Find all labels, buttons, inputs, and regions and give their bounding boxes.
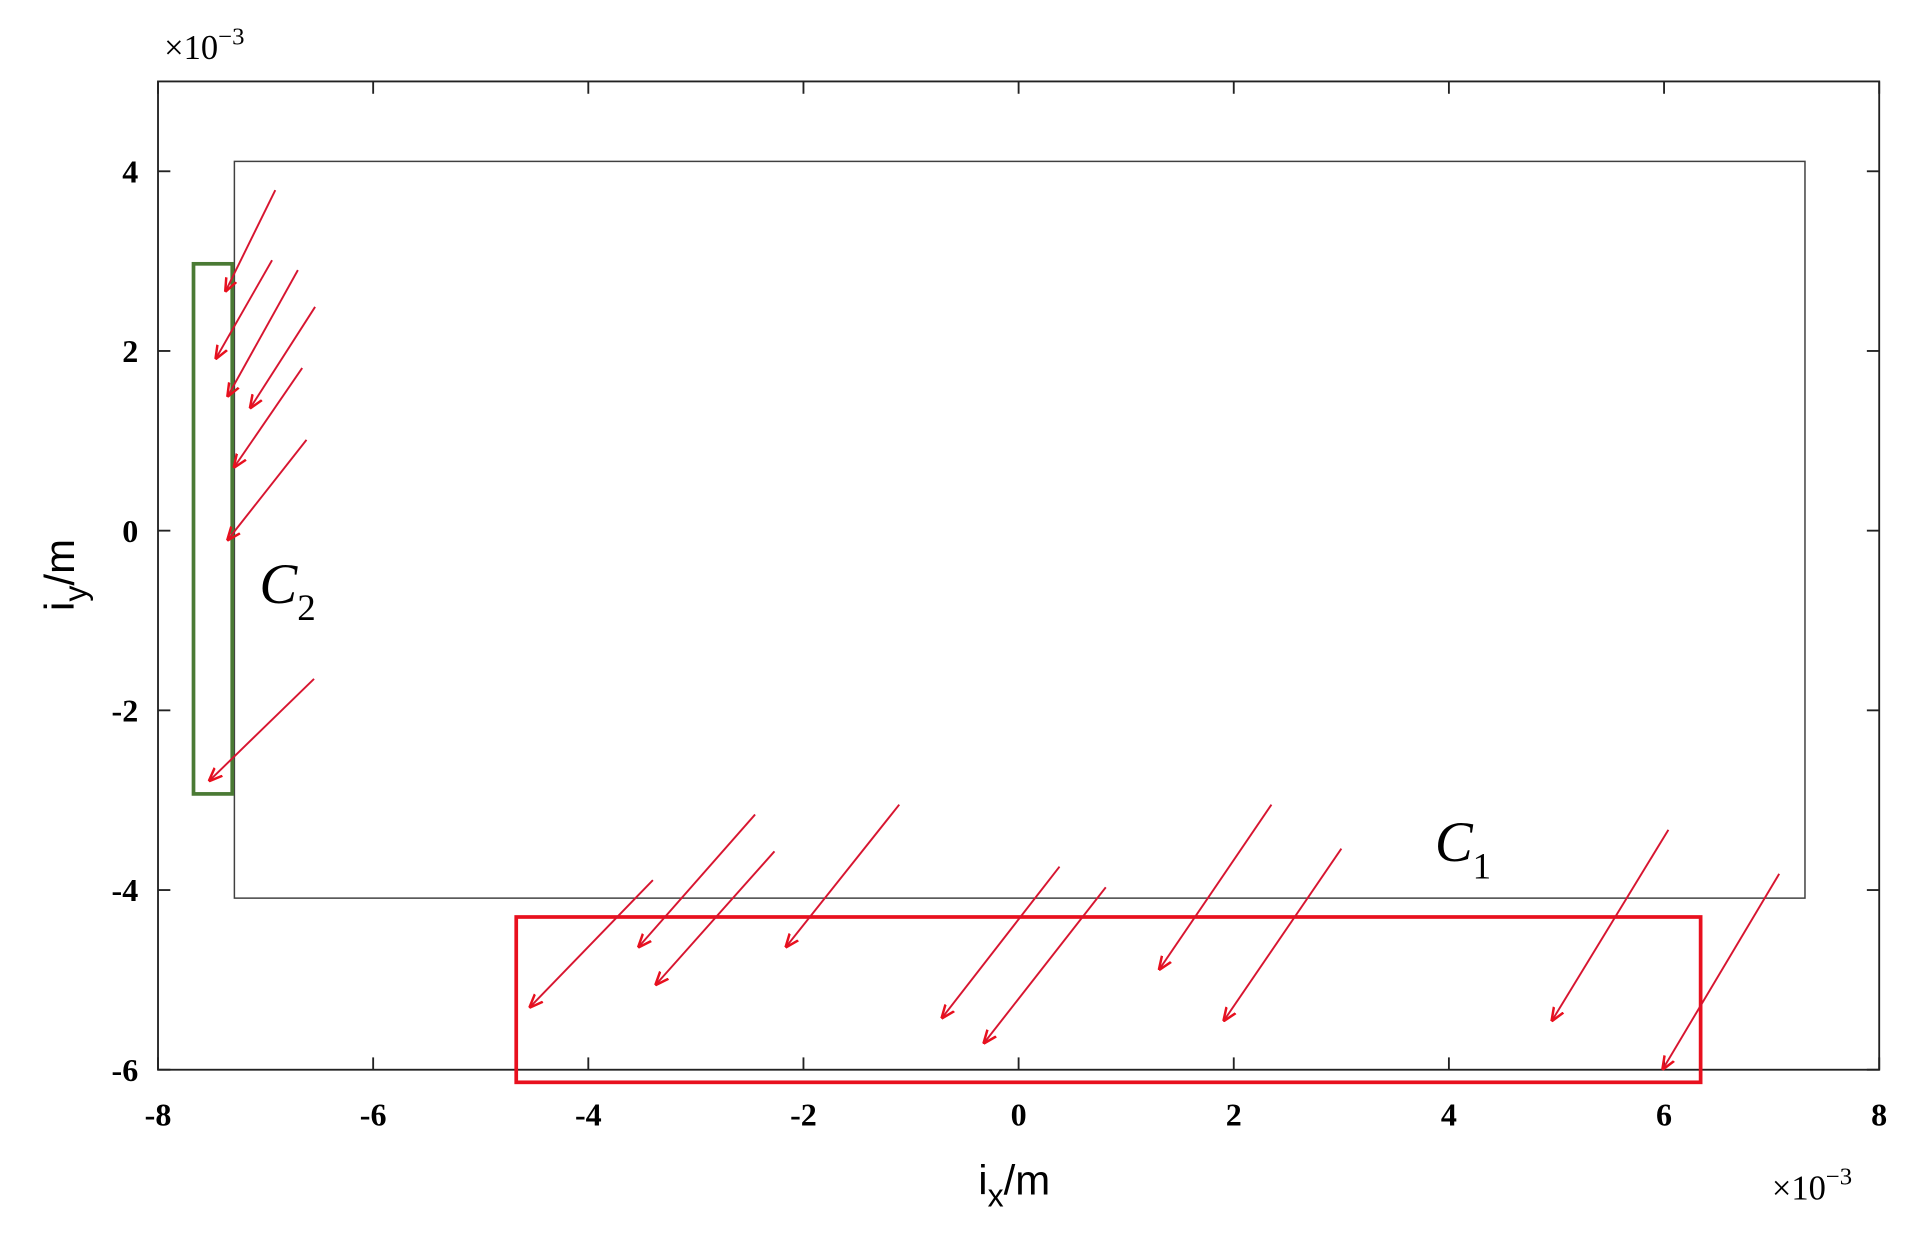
x-tick-label: 2 — [1226, 1096, 1242, 1132]
y-axis-label-sub: y — [57, 586, 93, 602]
region-box — [191, 261, 235, 796]
region-label: C2 — [259, 553, 315, 629]
y-axis-label-suffix: /m — [36, 539, 83, 586]
region-label-main: C — [259, 553, 298, 616]
y-tick-label: 0 — [122, 513, 138, 549]
arrow — [639, 813, 756, 947]
y-scale-label-base: ×10 — [164, 29, 218, 67]
x-tick-label: 0 — [1011, 1096, 1027, 1132]
arrow — [1224, 848, 1343, 1021]
x-scale-label-base: ×10 — [1772, 1169, 1826, 1207]
region-label-sub: 1 — [1473, 846, 1491, 887]
arrow — [1552, 829, 1670, 1020]
arrow — [228, 269, 299, 396]
arrow — [1663, 873, 1781, 1069]
x-tick-label: 8 — [1871, 1096, 1887, 1132]
arrow — [786, 804, 900, 947]
arrow — [234, 367, 303, 467]
arrow — [656, 850, 776, 984]
x-axis-label: ix/m — [978, 1156, 1050, 1213]
x-tick-label: -2 — [790, 1096, 817, 1132]
region-label: C1 — [1435, 811, 1491, 887]
y-tick-label: 2 — [122, 333, 138, 369]
y-scale-label-exp: −3 — [218, 23, 244, 50]
x-tick-label: 4 — [1441, 1096, 1457, 1132]
arrow — [1160, 804, 1273, 969]
y-axis-label: iy/m — [36, 539, 93, 611]
x-axis-label-sub: x — [988, 1178, 1004, 1214]
arrow — [984, 886, 1107, 1042]
y-tick-label: -2 — [112, 692, 139, 728]
arrow — [226, 189, 277, 291]
arrow — [530, 879, 654, 1007]
x-tick-label: -8 — [145, 1096, 172, 1132]
arrow — [216, 259, 273, 358]
y-tick-label: 4 — [122, 153, 138, 189]
y-tick-label: -4 — [112, 872, 139, 908]
x-axis-label-suffix: /m — [1004, 1156, 1051, 1203]
y-axis-label-main: i — [36, 602, 83, 611]
region-label-main: C — [1435, 811, 1474, 874]
x-tick-label: -4 — [575, 1096, 602, 1132]
arrow — [942, 866, 1061, 1018]
x-tick-label: 6 — [1656, 1096, 1672, 1132]
arrow — [251, 306, 316, 408]
y-tick-label: -6 — [112, 1052, 139, 1088]
x-axis-label-main: i — [978, 1156, 987, 1203]
region-box — [514, 915, 1703, 1085]
arrow — [228, 439, 308, 540]
x-scale-label-exp: −3 — [1826, 1163, 1852, 1190]
x-scale-label: ×10−3 — [1772, 1163, 1852, 1207]
region-box — [233, 160, 1806, 899]
y-scale-label: ×10−3 — [164, 23, 244, 67]
arrow — [210, 678, 315, 781]
region-label-sub: 2 — [297, 588, 316, 629]
axes-box — [157, 80, 1881, 1071]
x-tick-label: -6 — [360, 1096, 387, 1132]
